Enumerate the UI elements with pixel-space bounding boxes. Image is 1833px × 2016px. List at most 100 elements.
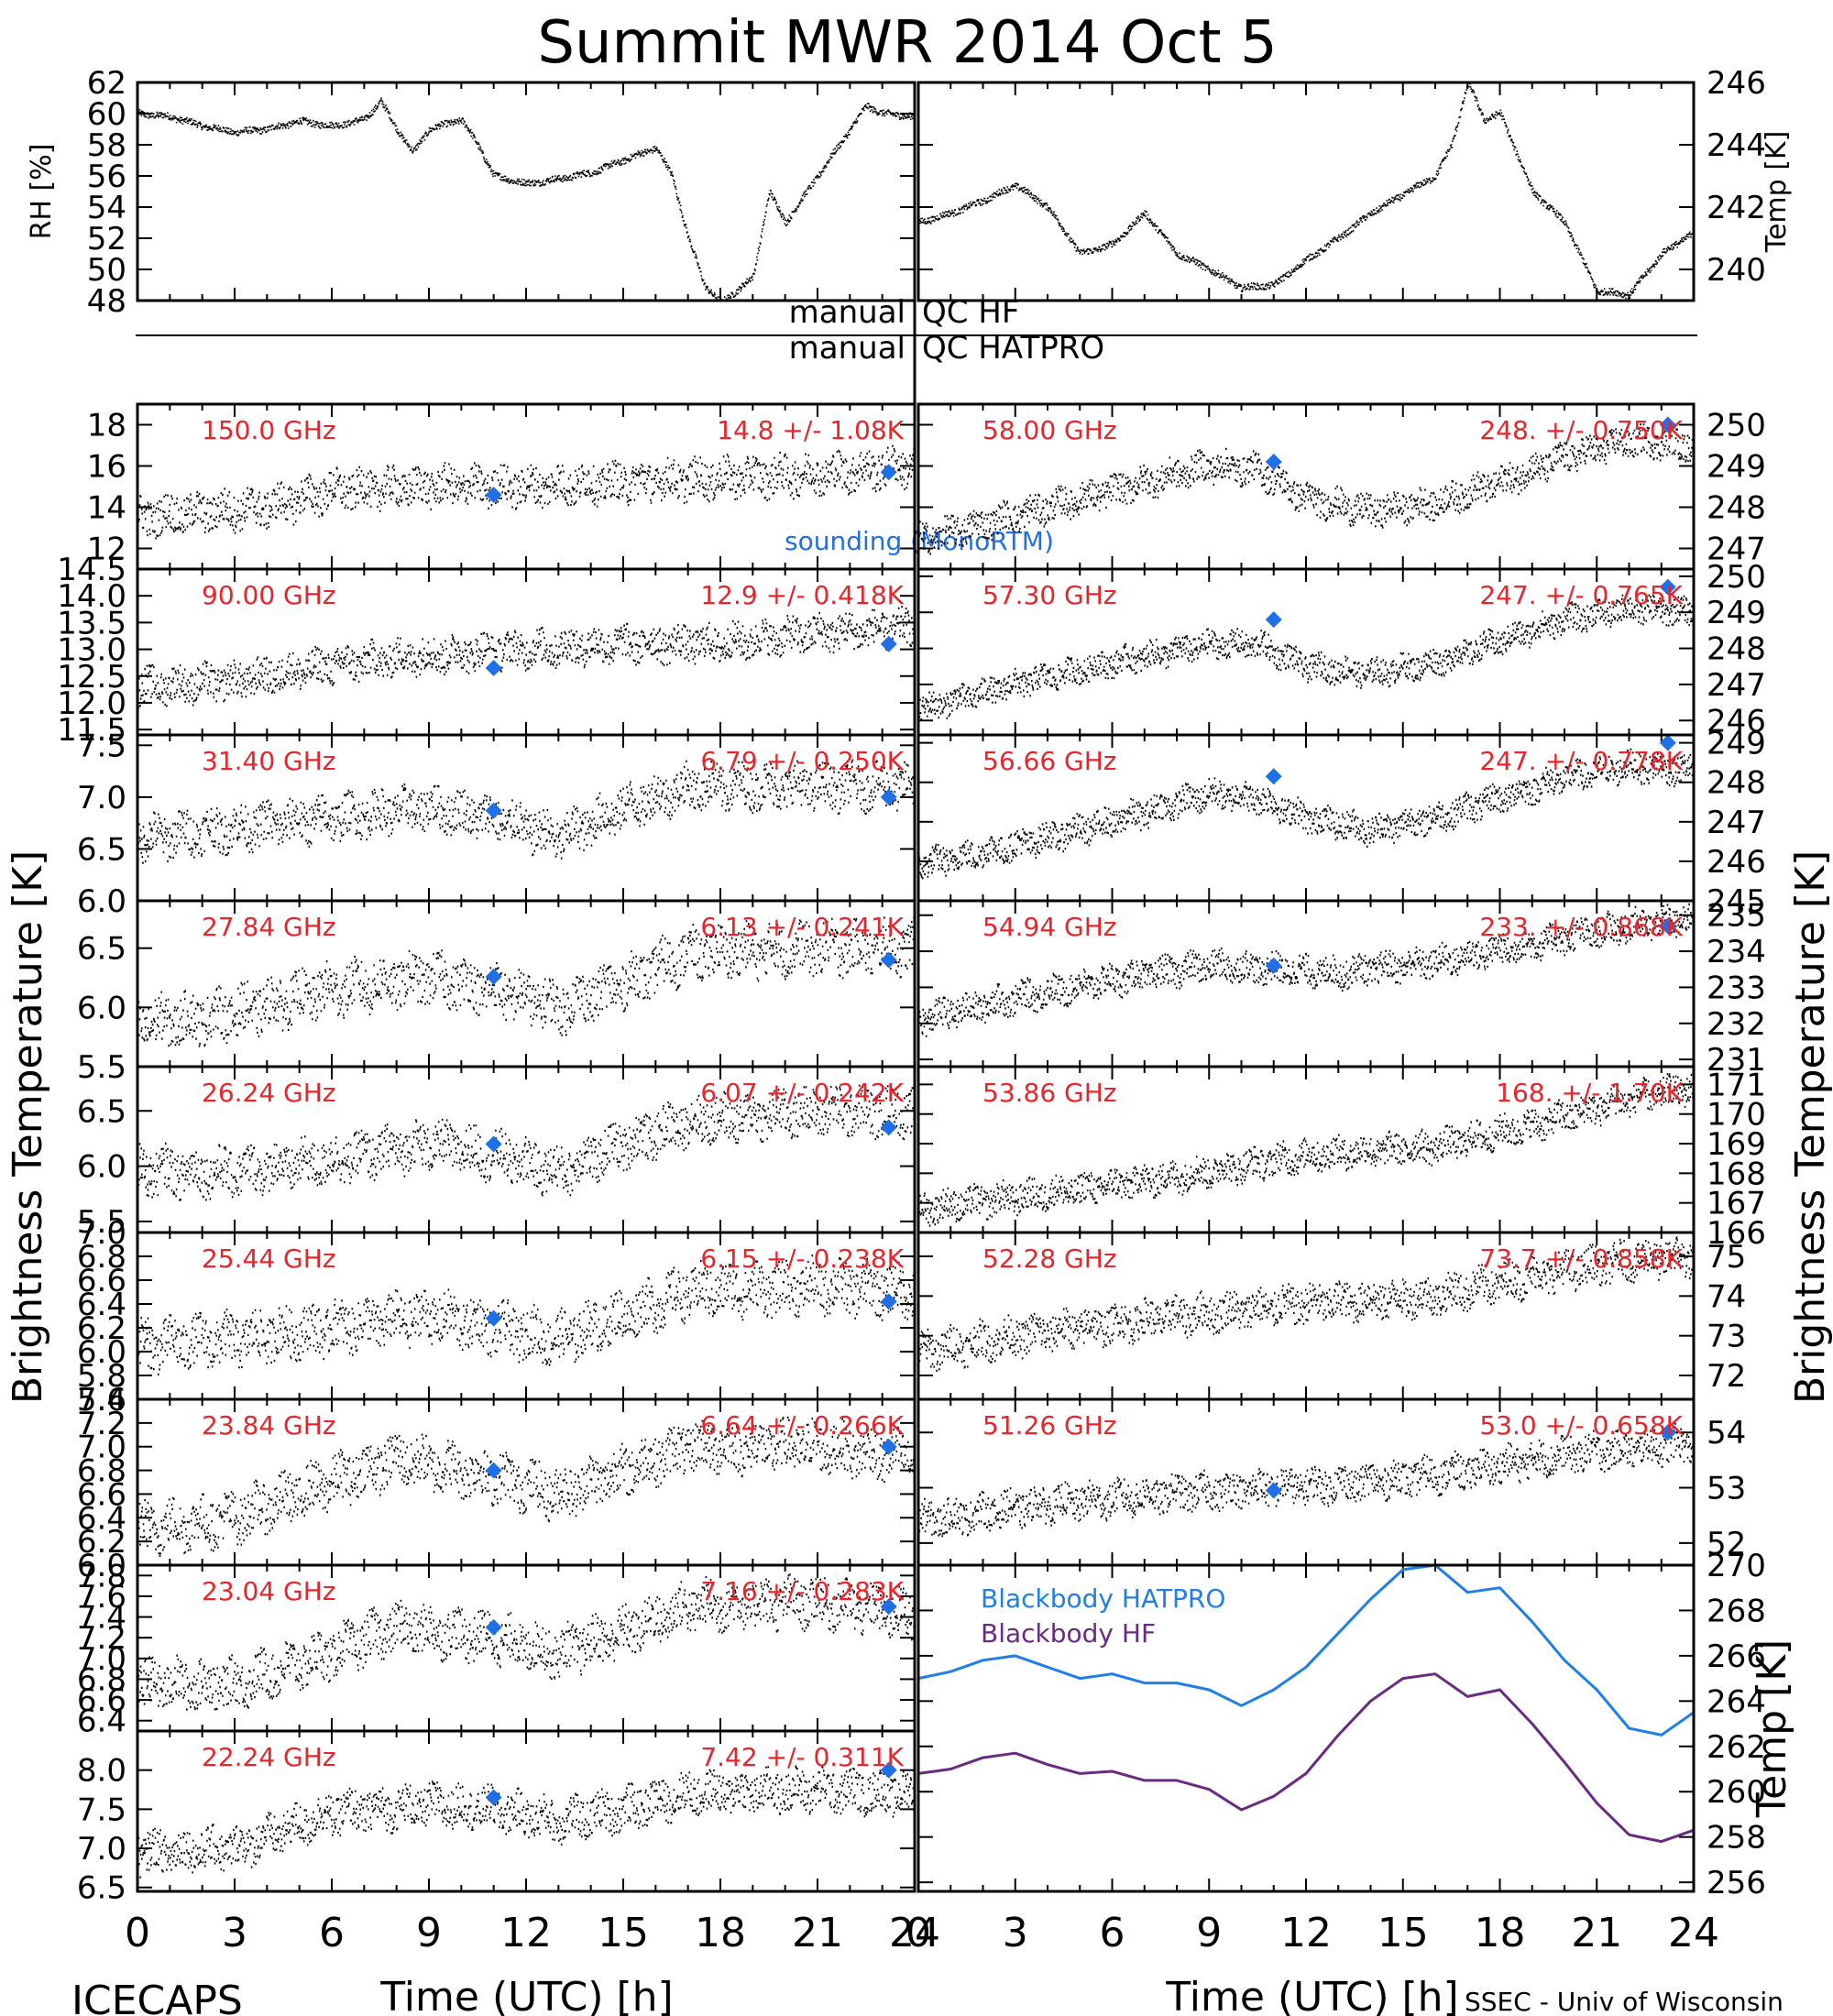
y-tick-label: 5.8 [77,1358,126,1395]
y-tick-label: 12 [87,531,126,568]
observations-c2224 [137,1765,915,1879]
y-tick-label: 6.2 [77,1310,126,1347]
panel-c2384: 6.06.26.46.66.87.07.27.4 23.84 GHz 6.64 +/… [77,1382,916,1584]
y-tick-label: 6.6 [77,1476,126,1513]
y-tick-label: 53 [1707,1471,1746,1507]
y-tick-label: 6.6 [77,1682,126,1719]
y-tick-label: 6.4 [77,1704,126,1740]
y-tick-label: 7.6 [77,1579,126,1616]
channel-label: 57.30 GHz [982,580,1117,610]
y-tick-label: 62 [87,65,126,102]
y-tick-label: 6.6 [77,1263,126,1299]
panel-bb: 256 258 260 262 264 266 268 270 Blackbody HATPRO… [916,1548,1795,1901]
x-tick-label: 9 [416,1910,442,1956]
observations-c90 [137,606,915,708]
x-tick-label: 24 [889,1910,940,1956]
x-tick-label: 15 [598,1910,649,1956]
channel-stat: 247. +/- 0.778K [1479,746,1683,776]
series-line [917,1563,1695,1737]
channel-stat: 233. +/- 0.868K [1479,912,1683,942]
y-tick-label: 7.5 [77,1791,126,1828]
y-tick-label: 12.5 [57,659,126,696]
y-tick-label: 246 [1707,65,1766,102]
x-tick-label: 21 [792,1910,843,1956]
y-tick-label: 12.0 [57,685,126,722]
channel-label: 25.44 GHz [202,1244,336,1274]
y-tick-label: 58 [87,127,126,164]
x-tick-label: 15 [1377,1910,1429,1956]
y-tick-label: 5.5 [77,1049,126,1086]
channel-label: 26.24 GHz [202,1078,336,1108]
y-tick-label: 56 [87,159,126,195]
x-tick-label: 3 [1003,1910,1028,1956]
channel-stat: 12.9 +/- 0.418K [700,580,904,610]
y-tick-label: 235 [1707,898,1766,935]
y-tick-label: 7.0 [77,1641,126,1678]
channel-stat: 7.16 +/- 0.283K [700,1576,904,1606]
sounding-marker [880,1119,897,1136]
y-tick-label: 50 [87,252,126,289]
sounding-marker [485,1309,502,1327]
y-tick-label: 168 [1707,1156,1766,1192]
y-tick-label: 7.0 [77,780,126,816]
y-tick-label: 170 [1707,1097,1766,1134]
legend-entry: Blackbody HF [981,1618,1156,1649]
x-tick-label: 6 [1100,1910,1125,1956]
x-tick-label: 9 [1196,1910,1222,1956]
panel-frame [136,1729,916,1893]
y-tick-label: 6.0 [77,1149,126,1186]
y-tick-label: 270 [1707,1548,1766,1584]
sounding-marker [485,1618,502,1636]
y-tick-label: 72 [1707,1358,1746,1395]
panel-frame [136,81,916,302]
channel-label: 27.84 GHz [202,912,336,942]
sounding-marker [880,951,897,969]
y-tick-label: 7.4 [77,1600,126,1637]
y-tick-label: 6.5 [77,1870,126,1907]
left-y-axis-label: Brightness Temperature [K] [5,850,51,1404]
x-tick-label: 24 [1668,1910,1719,1956]
panel-c2784: 5.5 6.0 6.5 27.84 GHz 6.13 +/- 0.241K [77,899,916,1086]
data-points [918,82,1694,300]
sounding-marker [1265,454,1282,470]
panel-frame [916,81,1696,302]
y-tick-label: 6.8 [77,1661,126,1698]
y-tick-label: 52 [87,221,126,257]
y-tick-label: 60 [87,96,126,133]
sounding-marker [880,1598,897,1616]
channel-stat: 14.8 +/- 1.08K [717,415,904,445]
figure-title: Summit MWR 2014 Oct 5 [537,9,1277,77]
sounding-marker [880,464,897,481]
y-tick-label: 166 [1707,1215,1766,1252]
y-tick-label: 7.0 [77,1430,126,1466]
x-axis-label-right: Time (UTC) [h] [1165,1974,1458,2016]
observations-c150 [137,444,915,540]
observations-c5126 [918,1422,1694,1538]
sounding-marker [1265,957,1282,974]
data-points [137,444,915,540]
x-tick-label: 21 [1571,1910,1622,1956]
sounding-marker [880,788,897,805]
x-tick-label: 12 [1280,1910,1332,1956]
y-tick-label: 54 [1707,1415,1746,1452]
x-tick-label: 0 [906,1910,931,1956]
y-tick-label: 249 [1707,726,1766,762]
y-tick-label: 6.5 [77,831,126,868]
channel-label: 23.04 GHz [202,1576,336,1606]
y-tick-label: 249 [1707,595,1766,631]
y-tick-label: 247 [1707,667,1766,704]
y-tick-label: 8.0 [77,1753,126,1790]
panel-c5126: 52 53 54 51.26 GHz 53.0 +/- 0.658K [916,1397,1746,1567]
y-tick-label: 247 [1707,531,1766,568]
y-tick-label: 244 [1707,127,1766,164]
channel-stat: 168. +/- 1.70K [1496,1078,1683,1108]
panel-c5800: 247 248 249 250 58.00 GHz 248. +/- 0.750K [916,402,1766,571]
sounding-marker [485,802,502,819]
y-tick-label: 248 [1707,765,1766,802]
y-tick-label: 250 [1707,559,1766,596]
